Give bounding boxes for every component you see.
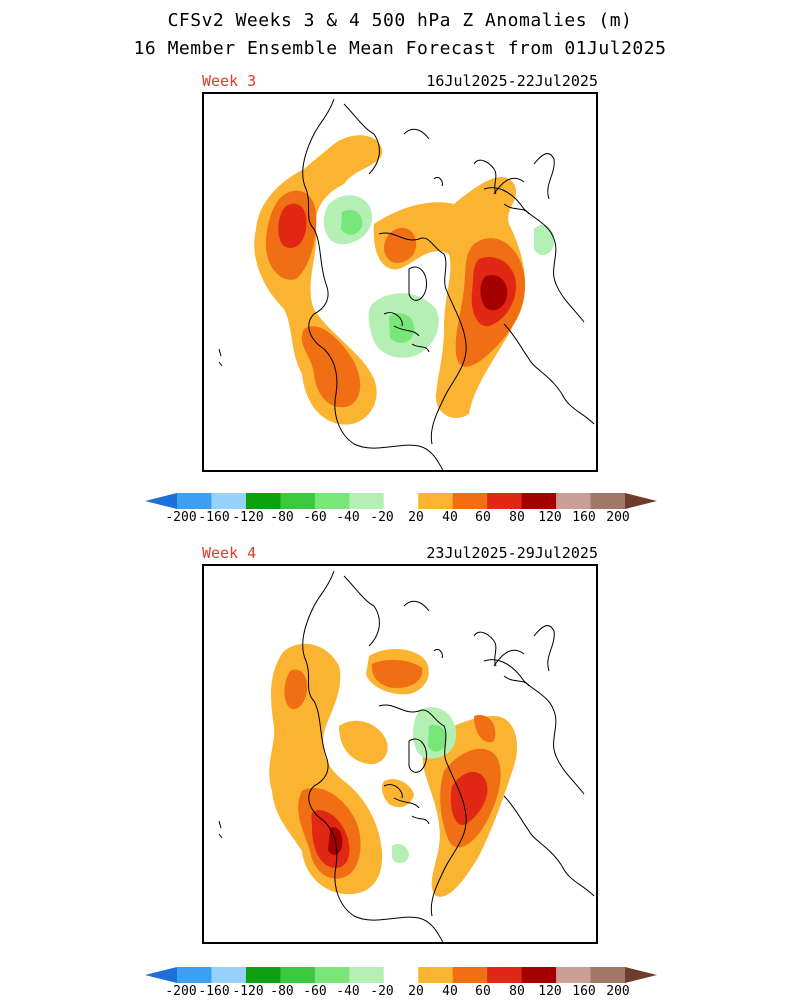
- chart-title: CFSv2 Weeks 3 & 4 500 hPa Z Anomalies (m…: [167, 10, 633, 31]
- tick-label: 40: [442, 510, 458, 525]
- colorbar-segment: [521, 967, 557, 983]
- coastlines: [218, 570, 595, 942]
- colorbar-segment: [590, 967, 626, 983]
- tick-label: 20: [408, 510, 424, 525]
- colorbar-segment: [452, 967, 488, 983]
- date-range-label: 23Jul2025-29Jul2025: [426, 544, 598, 562]
- colorbar-segment: [145, 967, 177, 983]
- colorbar-segment: [625, 493, 657, 509]
- date-range-label: 16Jul2025-22Jul2025: [426, 72, 598, 90]
- tick-label: 60: [475, 984, 491, 999]
- chart-subtitle: 16 Member Ensemble Mean Forecast from 01…: [133, 38, 667, 59]
- colorbar: [145, 965, 657, 985]
- anomaly-positive-80: [480, 275, 508, 311]
- anomaly-negative-40: [428, 724, 447, 752]
- tick-label: 120: [538, 984, 562, 999]
- colorbar-segment: [211, 967, 247, 983]
- tick-label: 60: [475, 510, 491, 525]
- tick-label: 200: [606, 510, 630, 525]
- colorbar-segment: [177, 967, 212, 983]
- tick-label: 160: [572, 510, 596, 525]
- tick-label: -20: [370, 984, 394, 999]
- anomaly-negative-40: [341, 209, 415, 343]
- colorbar-segment: [245, 493, 281, 509]
- colorbar-ticks: -200 -160 -120 -80 -60 -40 -20 20 40 60 …: [145, 510, 665, 526]
- colorbar-segment: [625, 967, 657, 983]
- colorbar-segment: [245, 967, 281, 983]
- colorbar-segment: [556, 493, 592, 509]
- tick-label: 160: [572, 984, 596, 999]
- colorbar-segment: [211, 493, 247, 509]
- colorbar-segment: [383, 967, 419, 983]
- tick-label: -160: [198, 510, 230, 525]
- colorbar-segment: [521, 493, 557, 509]
- tick-label: 40: [442, 984, 458, 999]
- colorbar-segment: [280, 967, 316, 983]
- colorbar-ticks: -200 -160 -120 -80 -60 -40 -20 20 40 60 …: [145, 984, 665, 1000]
- tick-label: 80: [509, 510, 525, 525]
- tick-label: -60: [303, 510, 327, 525]
- colorbar-segment: [487, 967, 523, 983]
- colorbar-segment: [556, 967, 592, 983]
- tick-label: -120: [232, 510, 264, 525]
- tick-label: -60: [303, 984, 327, 999]
- tick-label: 20: [408, 984, 424, 999]
- tick-label: 200: [606, 984, 630, 999]
- tick-label: -200: [165, 510, 197, 525]
- colorbar-segment: [349, 967, 385, 983]
- tick-label: -160: [198, 984, 230, 999]
- colorbar-segment: [418, 493, 454, 509]
- colorbar-segment: [452, 493, 488, 509]
- colorbar-segment: [590, 493, 626, 509]
- colorbar-segment: [349, 493, 385, 509]
- tick-label: -40: [336, 510, 360, 525]
- colorbar-segment: [314, 493, 350, 509]
- colorbar-segment: [145, 493, 177, 509]
- tick-label: -200: [165, 984, 197, 999]
- week-label: Week 3: [202, 72, 257, 90]
- colorbar-segment: [177, 493, 212, 509]
- anomaly-map-week3: [202, 92, 598, 472]
- tick-label: -80: [270, 984, 294, 999]
- tick-label: 80: [509, 984, 525, 999]
- colorbar: [145, 491, 657, 511]
- coastlines: [218, 98, 595, 470]
- tick-label: 120: [538, 510, 562, 525]
- colorbar-segment: [487, 493, 523, 509]
- tick-label: -80: [270, 510, 294, 525]
- tick-label: -20: [370, 510, 394, 525]
- week-label: Week 4: [202, 544, 257, 562]
- colorbar-segment: [314, 967, 350, 983]
- colorbar-segment: [383, 493, 419, 509]
- colorbar-segment: [280, 493, 316, 509]
- anomaly-map-week4: [202, 564, 598, 944]
- tick-label: -120: [232, 984, 264, 999]
- tick-label: -40: [336, 984, 360, 999]
- colorbar-segment: [418, 967, 454, 983]
